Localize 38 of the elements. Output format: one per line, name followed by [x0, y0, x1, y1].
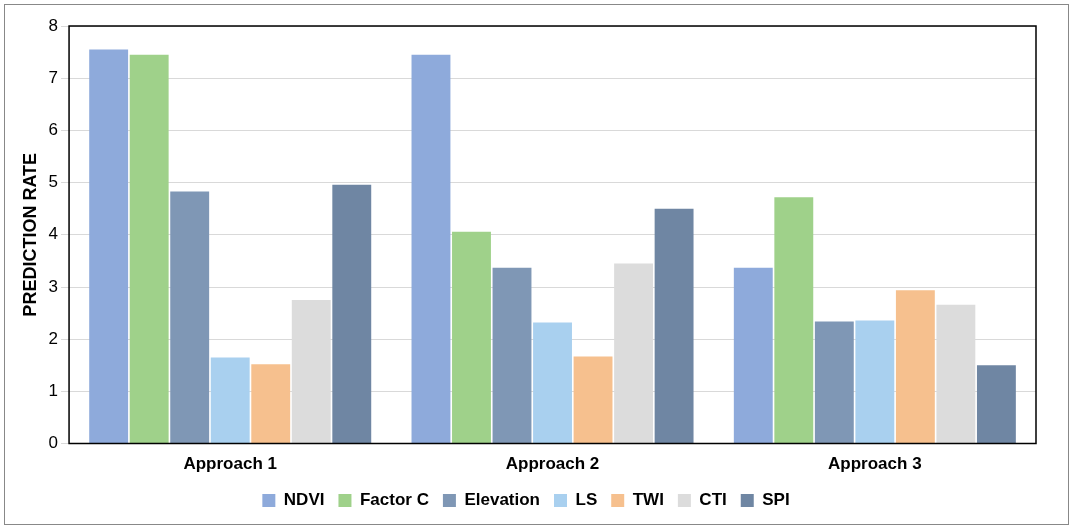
- y-tick-label: 7: [48, 67, 59, 87]
- y-tick-label: 5: [48, 172, 59, 192]
- bar: [533, 322, 572, 444]
- bar: [855, 320, 895, 444]
- bar: [976, 365, 1016, 444]
- x-tick-label: Approach 2: [505, 454, 600, 474]
- bar: [332, 184, 372, 444]
- legend-label: Elevation: [464, 490, 541, 510]
- bar: [89, 49, 129, 444]
- bar: [654, 208, 694, 444]
- legend-label: LS: [575, 490, 598, 510]
- y-tick-label: 4: [48, 224, 59, 244]
- legend-label: SPI: [762, 490, 790, 510]
- bar: [251, 364, 291, 444]
- legend-label: CTI: [699, 490, 727, 510]
- y-tick-label: 0: [48, 433, 59, 453]
- y-tick-label: 8: [48, 15, 59, 35]
- bar: [411, 54, 451, 444]
- bar: [452, 231, 491, 444]
- y-tick-label: 3: [48, 276, 59, 296]
- y-tick-label: 2: [48, 328, 59, 348]
- y-axis-title: PREDICTION RATE: [19, 152, 40, 317]
- bar: [774, 197, 814, 444]
- bar: [573, 356, 613, 444]
- y-tick-label: 6: [48, 120, 59, 140]
- bar: [814, 321, 854, 444]
- legend-label: NDVI: [283, 490, 325, 510]
- legend-label: Factor C: [359, 490, 429, 510]
- bar: [170, 191, 210, 444]
- y-tick-label: 1: [48, 381, 59, 401]
- x-tick-label: Approach 3: [828, 454, 922, 474]
- bar: [210, 357, 250, 444]
- bar: [895, 290, 935, 444]
- bar: [492, 267, 532, 444]
- x-tick-label: Approach 1: [183, 454, 277, 474]
- bar: [129, 54, 169, 444]
- legend-label: TWI: [632, 490, 664, 510]
- bar: [733, 267, 773, 444]
